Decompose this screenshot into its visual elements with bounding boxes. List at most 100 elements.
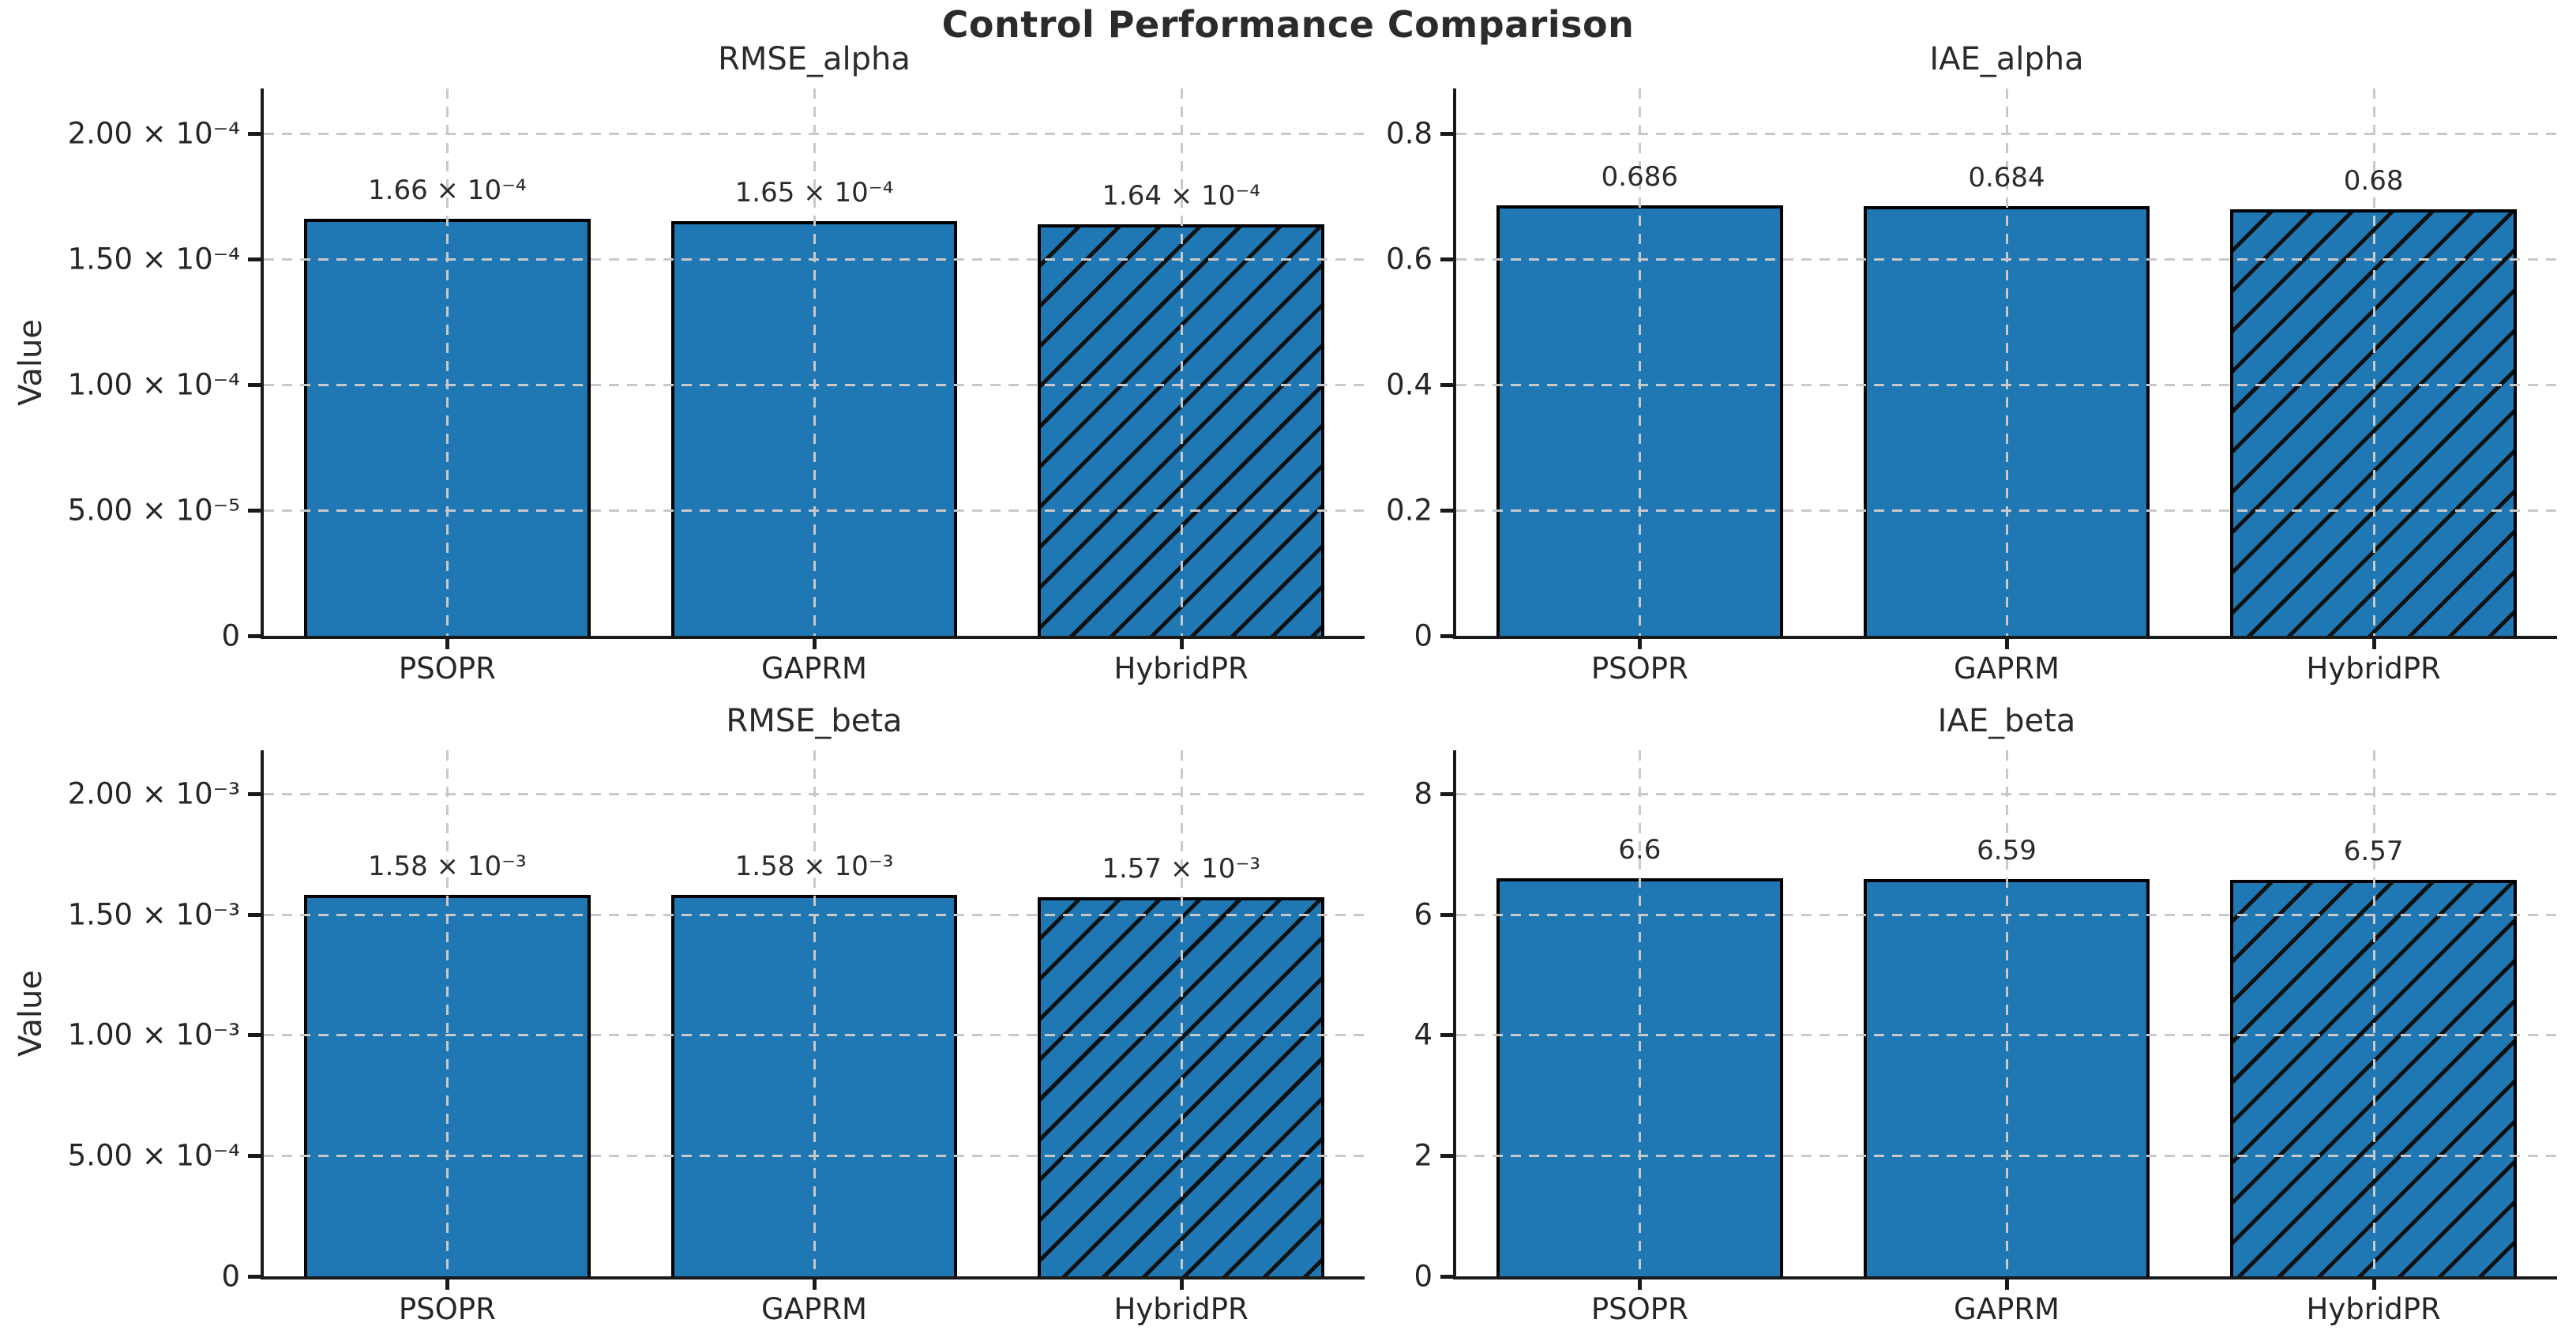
y-tick-mark (1440, 1275, 1453, 1279)
y-tick-label: 2.00 × 10⁻⁴ (67, 116, 240, 151)
bar-value-label: 1.64 × 10⁻⁴ (1102, 179, 1260, 212)
subplot-title: RMSE_beta (726, 703, 903, 739)
y-tick-mark (248, 791, 261, 796)
x-tick-label: PSOPR (398, 652, 496, 686)
bar-hybridpr (1038, 897, 1324, 1276)
x-tick-mark (445, 1280, 450, 1290)
y-tick-label: 8 (1414, 776, 1433, 811)
subplot-rmse-alpha: RMSE_alpha Value 0 5.00 × 10⁻⁵ 1.00 × 10⁻⁴ 1.… (13, 41, 1365, 686)
x-tick-label: HybridPR (2306, 1292, 2441, 1326)
bar-gaprm (1863, 878, 2150, 1276)
bar-value-label: 1.65 × 10⁻⁴ (734, 177, 894, 209)
subplot-iae-beta: IAE_beta 0 2 4 6 8 6.6 PSOPR 6.59 GAPRM 6.57 Hybrid… (1414, 703, 2557, 1326)
y-tick-label: 1.50 × 10⁻⁴ (67, 242, 240, 276)
y-tick-mark (248, 1033, 261, 1038)
y-tick-mark (1440, 912, 1453, 917)
x-tick-mark (2371, 1280, 2376, 1290)
y-axis-label: Value (13, 318, 49, 406)
figure-title: Control Performance Comparison (941, 3, 1635, 46)
y-tick-mark (1440, 132, 1453, 137)
bar-psopr (1496, 877, 1783, 1276)
y-tick-mark (248, 132, 261, 137)
y-tick-label: 0 (1414, 1259, 1433, 1294)
y-tick-label: 0.2 (1386, 493, 1433, 528)
x-tick-mark (1179, 639, 1184, 649)
x-tick-mark (1638, 1280, 1643, 1290)
bar-value-label: 0.68 (2343, 164, 2404, 197)
bar-gaprm (1863, 206, 2150, 636)
bar-value-label: 6.57 (2343, 836, 2404, 868)
x-tick-label: GAPRM (761, 1292, 867, 1326)
bar-gaprm (670, 895, 958, 1276)
y-tick-label: 0.6 (1386, 242, 1433, 276)
bar-value-label: 1.58 × 10⁻³ (368, 851, 527, 883)
bar-value-label: 0.684 (1968, 162, 2045, 194)
y-tick-label: 6 (1414, 897, 1433, 932)
y-tick-label: 0 (221, 618, 240, 653)
h-gridline (264, 133, 1365, 136)
y-tick-mark (1440, 509, 1453, 513)
bar-hybridpr (2230, 209, 2517, 636)
bar-value-label: 6.6 (1618, 833, 1662, 866)
y-tick-mark (248, 257, 261, 262)
y-tick-mark (248, 1275, 261, 1279)
x-tick-mark (445, 639, 450, 649)
subplot-rmse-beta: RMSE_beta Value 0 5.00 × 10⁻⁴ 1.00 × 10⁻³ 1.5… (13, 703, 1365, 1326)
x-tick-label: GAPRM (761, 652, 867, 686)
x-tick-label: PSOPR (398, 1292, 496, 1326)
y-tick-mark (1440, 383, 1453, 388)
h-gridline (1456, 792, 2557, 795)
bar-hybridpr (1038, 224, 1324, 636)
y-tick-mark (1440, 791, 1453, 796)
subplot-title: IAE_alpha (1929, 41, 2084, 77)
y-tick-label: 0.4 (1386, 367, 1433, 402)
y-tick-mark (248, 1154, 261, 1159)
y-tick-label: 5.00 × 10⁻⁴ (67, 1138, 240, 1173)
y-tick-label: 5.00 × 10⁻⁵ (67, 493, 240, 528)
y-tick-mark (248, 509, 261, 513)
subplot-iae-alpha: IAE_alpha 0 0.2 0.4 0.6 0.8 0.686 PSOPR 0.684 GAP… (1386, 41, 2557, 686)
y-tick-label: 1.00 × 10⁻⁴ (67, 367, 240, 402)
bar-value-label: 1.58 × 10⁻³ (734, 851, 894, 883)
x-tick-label: HybridPR (2306, 652, 2441, 686)
x-tick-mark (2005, 639, 2009, 649)
y-tick-label: 2 (1414, 1138, 1433, 1173)
subplot-title: RMSE_alpha (718, 41, 911, 77)
y-tick-label: 1.50 × 10⁻³ (67, 897, 240, 932)
y-tick-label: 0.8 (1386, 116, 1433, 151)
bar-psopr (1496, 205, 1783, 636)
y-tick-label: 0 (1414, 618, 1433, 653)
bar-psopr (304, 895, 591, 1276)
x-tick-mark (2371, 639, 2376, 649)
x-tick-mark (1179, 1280, 1184, 1290)
bar-value-label: 0.686 (1601, 160, 1678, 193)
bar-value-label: 6.59 (1977, 834, 2037, 866)
subplot-title: IAE_beta (1937, 703, 2076, 739)
y-tick-label: 2.00 × 10⁻³ (67, 776, 240, 811)
x-tick-mark (813, 1280, 817, 1290)
x-tick-mark (2005, 1280, 2009, 1290)
bar-value-label: 1.66 × 10⁻⁴ (368, 175, 527, 207)
y-tick-label: 1.00 × 10⁻³ (67, 1017, 240, 1052)
y-tick-mark (1440, 257, 1453, 262)
y-tick-label: 0 (221, 1259, 240, 1294)
y-tick-mark (248, 912, 261, 917)
x-tick-label: HybridPR (1113, 652, 1249, 686)
x-tick-label: GAPRM (1954, 1292, 2060, 1326)
bar-psopr (304, 219, 591, 636)
y-tick-mark (1440, 634, 1453, 638)
y-tick-mark (248, 383, 261, 388)
x-tick-mark (813, 639, 817, 649)
bar-gaprm (670, 221, 958, 636)
h-gridline (264, 792, 1365, 795)
bar-hybridpr (2230, 880, 2517, 1276)
x-tick-label: PSOPR (1590, 1292, 1688, 1326)
y-tick-mark (248, 634, 261, 638)
x-tick-label: PSOPR (1590, 652, 1688, 686)
y-axis-label: Value (13, 970, 49, 1057)
x-tick-label: HybridPR (1113, 1292, 1249, 1326)
x-tick-label: GAPRM (1954, 652, 2060, 686)
y-tick-mark (1440, 1154, 1453, 1159)
y-tick-label: 4 (1414, 1017, 1433, 1052)
